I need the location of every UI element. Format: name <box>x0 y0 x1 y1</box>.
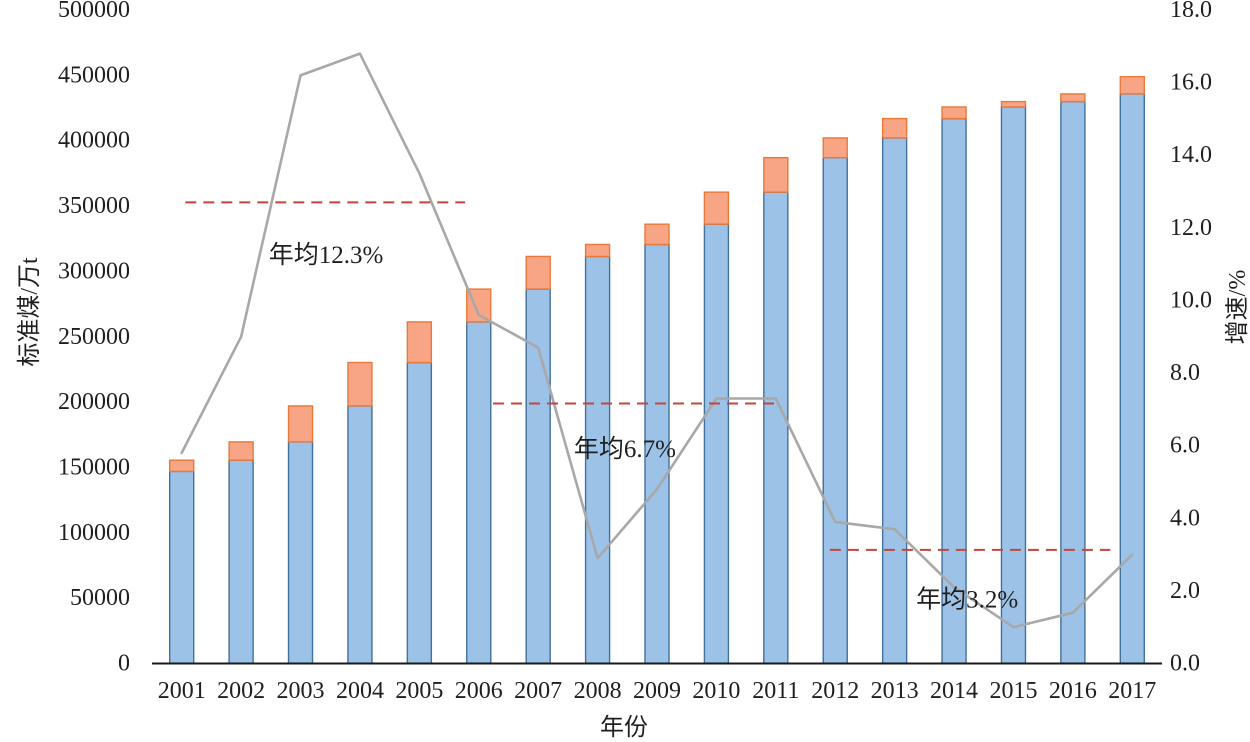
x-tick-2003: 2003 <box>277 678 325 704</box>
left-tick-250000: 250000 <box>58 324 130 350</box>
x-tick-2004: 2004 <box>336 678 384 704</box>
bar-2012-base <box>822 156 848 665</box>
annotation-label-0: 年均12.3% <box>269 241 384 269</box>
right-tick-18.0: 18.0 <box>1170 0 1212 23</box>
bar-2008-base <box>584 255 611 665</box>
x-tick-2001: 2001 <box>158 678 206 704</box>
x-tick-2012: 2012 <box>811 678 859 704</box>
bar-2005-base <box>406 361 433 665</box>
right-tick-6.0: 6.0 <box>1170 433 1200 459</box>
bar-2007-base <box>525 288 551 665</box>
right-tick-8.0: 8.0 <box>1170 360 1200 386</box>
right-tick-0.0: 0.0 <box>1170 651 1200 677</box>
x-tick-2017: 2017 <box>1108 678 1156 704</box>
bar-2004-base <box>347 405 373 665</box>
x-tick-2006: 2006 <box>455 678 503 704</box>
left-tick-200000: 200000 <box>58 389 130 415</box>
bar-2003-base <box>287 441 314 665</box>
bar-2014-increment <box>941 106 967 120</box>
bar-2005-increment <box>406 321 433 364</box>
bar-2007-increment <box>525 255 551 290</box>
right-tick-4.0: 4.0 <box>1170 505 1200 531</box>
bar-2016-base <box>1060 100 1086 665</box>
x-tick-2009: 2009 <box>633 678 681 704</box>
bar-2001-base <box>169 470 195 665</box>
bar-2009-increment <box>644 223 670 246</box>
bar-2010-base <box>703 223 730 665</box>
x-tick-2015: 2015 <box>989 678 1037 704</box>
left-tick-300000: 300000 <box>58 258 130 284</box>
x-axis-title: 年份 <box>600 714 648 741</box>
left-tick-0: 0 <box>118 651 130 677</box>
x-tick-2002: 2002 <box>217 678 265 704</box>
bar-2012-increment <box>822 137 848 159</box>
bar-2017-base <box>1119 93 1145 665</box>
bar-2017-increment <box>1119 75 1145 95</box>
x-tick-2011: 2011 <box>752 678 799 704</box>
bar-2013-base <box>881 137 908 665</box>
left-tick-500000: 500000 <box>58 0 130 23</box>
bar-2006-base <box>466 321 492 665</box>
right-tick-14.0: 14.0 <box>1170 142 1212 168</box>
x-tick-2013: 2013 <box>871 678 919 704</box>
x-tick-2007: 2007 <box>514 678 562 704</box>
annotation-label-2: 年均3.2% <box>916 585 1018 613</box>
bar-2015-increment <box>1000 100 1027 108</box>
x-tick-2005: 2005 <box>395 678 443 704</box>
x-tick-2014: 2014 <box>930 678 978 704</box>
bar-2001-increment <box>169 459 195 473</box>
left-axis-title: 标准煤/万t <box>16 257 43 367</box>
x-tick-2010: 2010 <box>692 678 740 704</box>
right-axis-title: 增速/% <box>1224 270 1250 345</box>
bar-2002-increment <box>228 441 254 461</box>
annotation-label-1: 年均6.7% <box>574 435 676 463</box>
bar-2008-increment <box>584 243 611 258</box>
left-tick-100000: 100000 <box>58 520 130 546</box>
bar-2010-increment <box>703 191 730 225</box>
bar-2014-base <box>941 117 967 665</box>
bar-2015-base <box>1000 106 1027 665</box>
right-tick-12.0: 12.0 <box>1170 215 1212 241</box>
right-tick-16.0: 16.0 <box>1170 70 1212 96</box>
left-tick-50000: 50000 <box>70 585 130 611</box>
bar-2011-increment <box>763 156 789 193</box>
x-tick-2008: 2008 <box>574 678 622 704</box>
left-tick-350000: 350000 <box>58 193 130 219</box>
left-tick-450000: 450000 <box>58 62 130 88</box>
bar-2016-increment <box>1060 93 1086 103</box>
growth-rate-line <box>180 52 1134 629</box>
x-tick-2016: 2016 <box>1049 678 1097 704</box>
bar-2013-increment <box>881 117 908 139</box>
right-tick-2.0: 2.0 <box>1170 578 1200 604</box>
bar-2002-base <box>228 459 254 665</box>
bar-2004-increment <box>347 361 373 407</box>
bar-2003-increment <box>287 405 314 443</box>
left-tick-150000: 150000 <box>58 454 130 480</box>
left-tick-400000: 400000 <box>58 128 130 154</box>
bar-2011-base <box>763 191 789 665</box>
right-tick-10.0: 10.0 <box>1170 287 1212 313</box>
